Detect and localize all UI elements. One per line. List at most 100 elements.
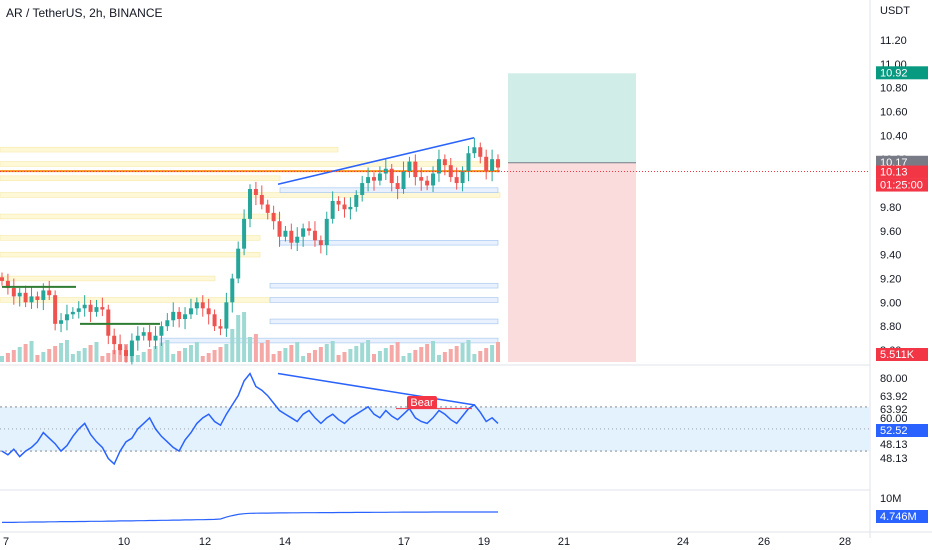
candle-body [348, 206, 353, 210]
candle [112, 328, 117, 355]
candle-body [124, 350, 128, 357]
volume-bar [354, 346, 359, 362]
volume-bar [490, 345, 495, 362]
candle-body [490, 159, 495, 172]
candle-body [436, 159, 441, 174]
volume-bar [448, 349, 453, 362]
supply-zone [0, 146, 339, 153]
candle [177, 307, 182, 328]
volume-bar [360, 343, 365, 362]
candle [277, 211, 282, 247]
candle-body [59, 320, 64, 324]
candle [348, 197, 353, 220]
price-tick-label: 9.60 [880, 226, 901, 238]
candle [407, 156, 412, 178]
candle [188, 298, 193, 320]
obv-line [2, 511, 498, 523]
volume-bar [236, 315, 241, 362]
candle-body [183, 314, 188, 320]
candle [124, 345, 128, 363]
candle-body [265, 204, 270, 213]
volume-bar [395, 342, 400, 362]
candle-body [324, 218, 329, 246]
candle [425, 175, 430, 191]
volume-bar [342, 352, 347, 362]
candle [413, 154, 418, 186]
candle [472, 137, 477, 158]
candle-body [236, 248, 241, 279]
candle [253, 181, 258, 206]
volume-bar [35, 355, 40, 362]
volume-bar [0, 356, 4, 362]
candle-body [383, 168, 388, 174]
candle [70, 307, 75, 320]
candle-body [53, 295, 58, 324]
volume-bar [496, 342, 500, 362]
volume-bar [23, 344, 28, 362]
candle-body [106, 309, 111, 336]
candle-body [407, 161, 412, 172]
candle-body [88, 304, 93, 312]
supply-zone [0, 297, 271, 303]
candle [466, 146, 471, 182]
rsi-current-badge [876, 424, 928, 437]
volume-bar [372, 354, 376, 362]
candle-body [5, 280, 10, 289]
candle-body [118, 344, 123, 351]
volume-bar [366, 340, 371, 362]
candle [377, 166, 382, 186]
rsi-tick-label: 48.13 [880, 439, 908, 451]
supply-zone [0, 235, 261, 241]
candle [283, 226, 288, 242]
bear-label: Bear [410, 397, 434, 409]
rsi-tick-label: 48.13 [880, 453, 908, 465]
demand-zone [269, 282, 499, 289]
candle [88, 299, 93, 323]
rsi-tick-label: 63.92 [880, 404, 908, 416]
candle-body [413, 161, 418, 178]
candle-body [200, 302, 205, 309]
price-tick-label: 9.20 [880, 273, 901, 285]
volume-bar [5, 353, 10, 362]
volume-bar [147, 349, 152, 362]
volume-bar [47, 349, 52, 362]
candle [248, 184, 252, 228]
rsi-divergence-line [277, 372, 475, 406]
candle [118, 334, 123, 355]
candle-body [431, 173, 436, 186]
volume-bar [312, 350, 317, 362]
volume-bar [401, 356, 406, 362]
candle-body [271, 212, 276, 222]
candle-body [224, 302, 229, 329]
candle [194, 297, 199, 315]
candle [218, 319, 223, 336]
volume-bar [153, 346, 158, 362]
candle [265, 199, 270, 220]
candle-body [312, 230, 317, 241]
time-tick-label: 17 [398, 536, 410, 548]
candle [236, 241, 241, 284]
candle-body [47, 290, 52, 296]
volume-bar [295, 342, 300, 362]
volume-bar [253, 334, 258, 362]
candle [29, 286, 34, 309]
candle [259, 185, 264, 210]
candle [82, 295, 87, 317]
price-tick-label: 10.40 [880, 130, 908, 142]
volume-bar [283, 348, 288, 362]
candle-body [165, 320, 170, 327]
candle [147, 325, 152, 348]
candle-body [454, 177, 459, 184]
volume-bar [484, 348, 489, 362]
price-badge-text: 5.511K [880, 349, 915, 361]
volume-bar [466, 340, 471, 362]
candle-body [496, 159, 500, 168]
candle [230, 273, 235, 313]
candle [129, 333, 134, 365]
candle-body [354, 194, 359, 207]
candle [336, 196, 341, 212]
price-tick-label: 11.20 [880, 35, 907, 47]
candle [224, 292, 229, 337]
candle-body [478, 147, 483, 157]
